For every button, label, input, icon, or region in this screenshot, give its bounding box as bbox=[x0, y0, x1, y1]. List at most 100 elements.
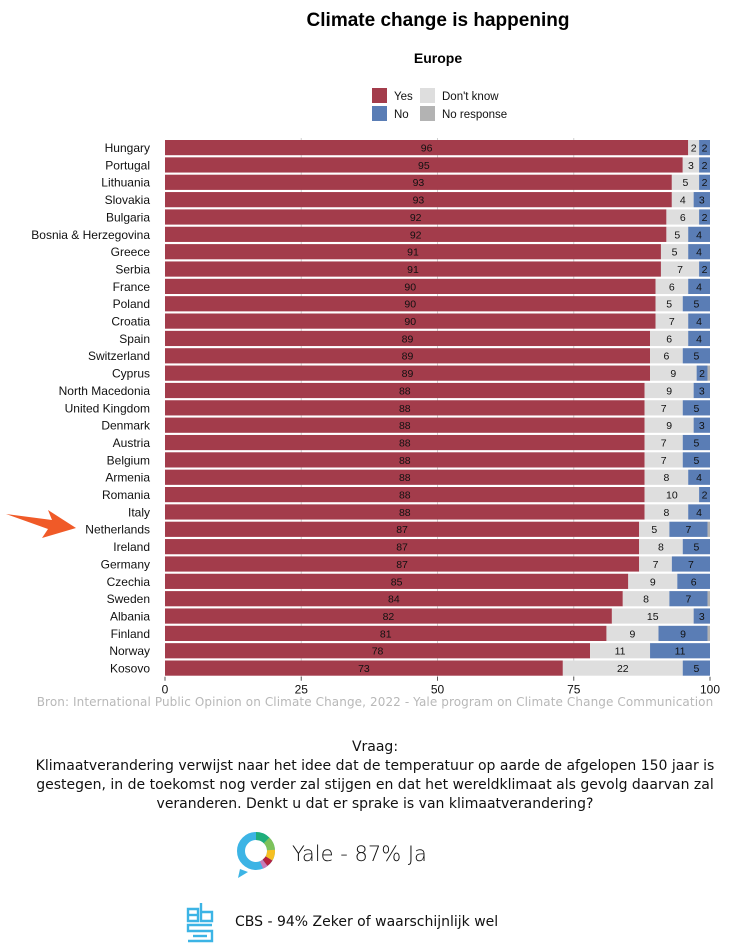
bar-dont-know bbox=[655, 296, 683, 312]
bar-no bbox=[682, 660, 710, 676]
value-label-dont-know: 6 bbox=[669, 281, 675, 293]
bar-dont-know bbox=[644, 434, 683, 451]
value-label-dont-know: 9 bbox=[666, 385, 672, 397]
value-label-dont-know: 7 bbox=[669, 316, 675, 328]
bar-dont-know bbox=[671, 192, 694, 208]
bar-yes bbox=[165, 556, 640, 572]
value-label-yes: 85 bbox=[391, 576, 403, 588]
bar-dont-know bbox=[660, 261, 700, 277]
value-label-no: 2 bbox=[702, 177, 708, 189]
value-label-dont-know: 5 bbox=[651, 524, 657, 536]
bar-dont-know bbox=[590, 643, 651, 659]
bar-dont-know bbox=[628, 573, 678, 589]
bar-yes bbox=[165, 591, 623, 607]
value-label-yes: 96 bbox=[421, 143, 433, 155]
value-label-dont-know: 10 bbox=[666, 490, 678, 502]
value-label-no: 2 bbox=[699, 368, 705, 380]
value-label-dont-know: 8 bbox=[663, 472, 669, 484]
bar-no bbox=[682, 539, 710, 555]
bar-yes bbox=[165, 244, 661, 260]
bar-no bbox=[650, 643, 710, 659]
category-label: Serbia bbox=[115, 262, 150, 276]
value-label-yes: 93 bbox=[413, 177, 425, 189]
bar-dont-know bbox=[606, 625, 659, 641]
bar-dont-know bbox=[644, 400, 683, 416]
value-label-dont-know: 3 bbox=[688, 160, 694, 172]
category-label: Netherlands bbox=[85, 523, 150, 537]
bar-yes bbox=[165, 573, 629, 589]
value-label-dont-know: 9 bbox=[650, 576, 656, 588]
bar-yes bbox=[165, 330, 651, 347]
bar-row: Austria 88 7 5 bbox=[113, 434, 710, 451]
value-label-no: 7 bbox=[686, 594, 692, 606]
category-label: Portugal bbox=[105, 158, 150, 172]
value-label-dont-know: 7 bbox=[677, 264, 683, 276]
chart-title: Climate change is happening bbox=[307, 10, 570, 31]
value-label-yes: 93 bbox=[413, 195, 425, 207]
value-label-no: 4 bbox=[696, 281, 702, 293]
value-label-dont-know: 7 bbox=[661, 403, 667, 415]
value-label-no: 5 bbox=[693, 455, 699, 467]
value-label-dont-know: 5 bbox=[674, 229, 680, 241]
value-label-no: 3 bbox=[699, 611, 705, 623]
value-label-yes: 82 bbox=[383, 611, 395, 623]
yale-result: Yale - 87% Ja bbox=[234, 824, 427, 884]
category-label: Lithuania bbox=[101, 176, 150, 190]
bar-yes bbox=[165, 504, 645, 520]
bar-dont-know bbox=[650, 330, 689, 347]
value-label-yes: 88 bbox=[399, 403, 411, 415]
value-label-no: 4 bbox=[696, 507, 702, 519]
legend-label-yes: Yes bbox=[394, 91, 413, 103]
bar-dont-know bbox=[644, 469, 689, 485]
bar-dont-know bbox=[611, 608, 694, 624]
category-label: Romania bbox=[102, 488, 150, 502]
bar-row: Cyprus 89 9 2 bbox=[112, 365, 710, 381]
cbs-result-label: CBS - 94% Zeker of waarschijnlijk wel bbox=[235, 914, 499, 930]
bar-no bbox=[688, 226, 710, 242]
bar-no bbox=[682, 296, 710, 312]
bar-no bbox=[682, 452, 710, 468]
bar-yes bbox=[165, 209, 667, 225]
value-label-no: 4 bbox=[696, 333, 702, 345]
category-label: Spain bbox=[119, 332, 150, 346]
bar-no bbox=[688, 244, 710, 260]
bar-no bbox=[688, 330, 710, 347]
x-tick-label: 75 bbox=[567, 683, 581, 697]
cbs-logo-icon bbox=[186, 903, 214, 943]
bar-yes bbox=[165, 434, 645, 451]
value-label-no: 4 bbox=[696, 229, 702, 241]
value-label-dont-know: 9 bbox=[630, 628, 636, 640]
value-label-yes: 89 bbox=[402, 368, 414, 380]
bar-dont-know bbox=[655, 278, 689, 294]
bar-dont-know bbox=[644, 452, 683, 468]
bar-no bbox=[682, 434, 710, 451]
bar-no bbox=[688, 469, 710, 485]
question-block: Vraag: Klimaatverandering verwijst naar … bbox=[20, 738, 730, 814]
bar-row: Lithuania 93 5 2 bbox=[101, 174, 710, 190]
category-label: Croatia bbox=[111, 315, 150, 329]
category-label: Armenia bbox=[105, 471, 150, 485]
category-label: North Macedonia bbox=[59, 384, 151, 398]
bar-yes bbox=[165, 452, 645, 468]
bar-yes bbox=[165, 521, 640, 537]
bar-no bbox=[682, 348, 710, 364]
bar-dont-know bbox=[650, 348, 683, 364]
category-label: Switzerland bbox=[88, 349, 150, 363]
category-label: Norway bbox=[109, 644, 150, 658]
bar-dont-know bbox=[622, 591, 670, 607]
bar-yes bbox=[165, 487, 645, 503]
bar-yes bbox=[165, 400, 645, 416]
bar-row: Italy 88 8 4 bbox=[128, 504, 710, 520]
bar-no bbox=[699, 157, 710, 173]
value-label-no: 2 bbox=[702, 212, 708, 224]
bar-row: North Macedonia 88 9 3 bbox=[59, 382, 710, 399]
bar-row: Ireland 87 8 5 bbox=[113, 539, 710, 555]
bar-no bbox=[671, 556, 710, 572]
value-label-no: 5 bbox=[693, 542, 699, 554]
bar-row: United Kingdom 88 7 5 bbox=[65, 400, 710, 416]
bar-dont-know bbox=[644, 382, 694, 399]
bar-no bbox=[688, 313, 710, 329]
bar-yes bbox=[165, 660, 563, 676]
value-label-no: 3 bbox=[699, 385, 705, 397]
cbs-result: CBS - 94% Zeker of waarschijnlijk wel bbox=[185, 897, 498, 947]
